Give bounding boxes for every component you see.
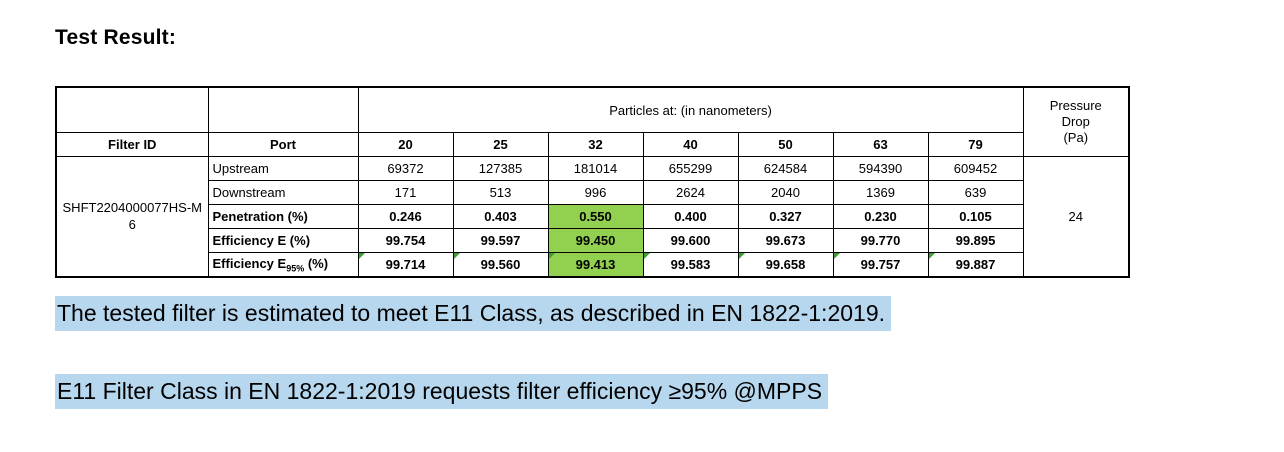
filter-id-header: Filter ID [55,132,209,157]
pressure-drop-value-cell: 24 [1022,156,1130,278]
value-cell: 69372 [357,156,454,181]
value-cell: 99.714 [357,252,454,278]
value-cell: 639 [927,180,1024,205]
value-text: 99.560 [480,257,521,272]
cell-flag-icon [739,253,745,259]
value-text: 99.583 [670,257,711,272]
cell-flag-icon [454,253,460,259]
value-cell: 171 [357,180,454,205]
note-line: E11 Filter Class in EN 1822-1:2019 reque… [55,373,1284,409]
size-header: 79 [927,132,1024,157]
value-text: 99.658 [765,257,806,272]
port-label-suffix: (%) [304,255,329,271]
value-cell: 0.246 [357,204,454,229]
spacer-cell [207,86,359,133]
value-cell: 99.887 [927,252,1024,278]
value-cell: 655299 [642,156,739,181]
value-cell: 99.770 [832,228,929,253]
size-header: 32 [547,132,644,157]
value-cell: 2040 [737,180,834,205]
value-text: 99.757 [860,257,901,272]
note-line: The tested filter is estimated to meet E… [55,296,1284,331]
value-cell: 0.327 [737,204,834,229]
value-cell: 99.895 [927,228,1024,253]
mpps-value-cell: 0.550 [547,204,644,229]
table-row: Downstream 171 513 996 2624 2040 1369 63… [56,180,1129,205]
size-header: 40 [642,132,739,157]
value-cell: 99.600 [642,228,739,253]
particles-header: Particles at: (in nanometers) [357,86,1024,133]
value-cell: 0.403 [452,204,549,229]
size-header: 25 [452,132,549,157]
table-header-row-1: Particles at: (in nanometers) Pressure D… [55,86,1130,157]
value-text: 99.413 [575,257,616,272]
test-result-page: Test Result: Particles at: (in nanometer… [55,26,1284,409]
value-cell: 0.400 [642,204,739,229]
port-label: Downstream [207,180,359,205]
value-cell: 181014 [547,156,644,181]
mpps-value-cell: 99.413 [547,252,644,278]
cell-flag-icon [834,253,840,259]
port-label: Penetration (%) [207,204,359,229]
filter-id-cell: SHFT2204000077HS-M6 [55,156,209,278]
pressure-drop-header: Pressure Drop (Pa) [1022,86,1130,157]
size-header: 63 [832,132,929,157]
value-cell: 0.105 [927,204,1024,229]
port-label-subscript: 95% [286,263,305,274]
value-text: 99.887 [955,257,996,272]
value-text: 99.714 [385,257,426,272]
value-cell: 1369 [832,180,929,205]
size-header: 50 [737,132,834,157]
value-cell: 2624 [642,180,739,205]
value-cell: 99.597 [452,228,549,253]
value-cell: 99.658 [737,252,834,278]
table-row: Efficiency E (%) 99.754 99.597 99.450 99… [56,228,1129,253]
test-result-table: Particles at: (in nanometers) Pressure D… [55,86,1130,278]
value-cell: 594390 [832,156,929,181]
port-label-text: Efficiency E [212,255,287,271]
value-cell: 624584 [737,156,834,181]
value-cell: 609452 [927,156,1024,181]
table-row: Efficiency E95% (%) 99.714 99.560 99.413… [56,252,1129,278]
page-title: Test Result: [55,26,177,49]
value-cell: 99.673 [737,228,834,253]
cell-flag-icon [359,253,365,259]
port-label: Upstream [207,156,359,181]
value-cell: 99.757 [832,252,929,278]
value-cell: 0.230 [832,204,929,229]
mpps-value-cell: 99.450 [547,228,644,253]
pressure-header-line: Pressure [1049,97,1102,113]
table-row: SHFT2204000077HS-M6 Upstream 69372 12738… [55,156,1130,278]
value-cell: 99.754 [357,228,454,253]
pressure-header-line: Drop [1061,113,1090,129]
highlighted-text: The tested filter is estimated to meet E… [55,296,891,331]
port-label: Efficiency E95% (%) [207,252,359,278]
value-cell: 513 [452,180,549,205]
cell-flag-icon [549,253,555,259]
value-cell: 99.560 [452,252,549,278]
table-row: Penetration (%) 0.246 0.403 0.550 0.400 … [56,204,1129,229]
pressure-header-line: (Pa) [1063,130,1089,146]
notes-section: The tested filter is estimated to meet E… [55,296,1284,409]
size-header: 20 [357,132,454,157]
port-header: Port [207,132,359,157]
cell-flag-icon [644,253,650,259]
value-cell: 99.583 [642,252,739,278]
highlighted-text: E11 Filter Class in EN 1822-1:2019 reque… [55,373,829,409]
value-cell: 996 [547,180,644,205]
port-label: Efficiency E (%) [207,228,359,253]
spacer-cell [55,86,209,133]
cell-flag-icon [929,253,935,259]
value-cell: 127385 [452,156,549,181]
table-header-row-2: Filter ID Port 20 25 32 40 50 63 79 [55,132,1129,157]
